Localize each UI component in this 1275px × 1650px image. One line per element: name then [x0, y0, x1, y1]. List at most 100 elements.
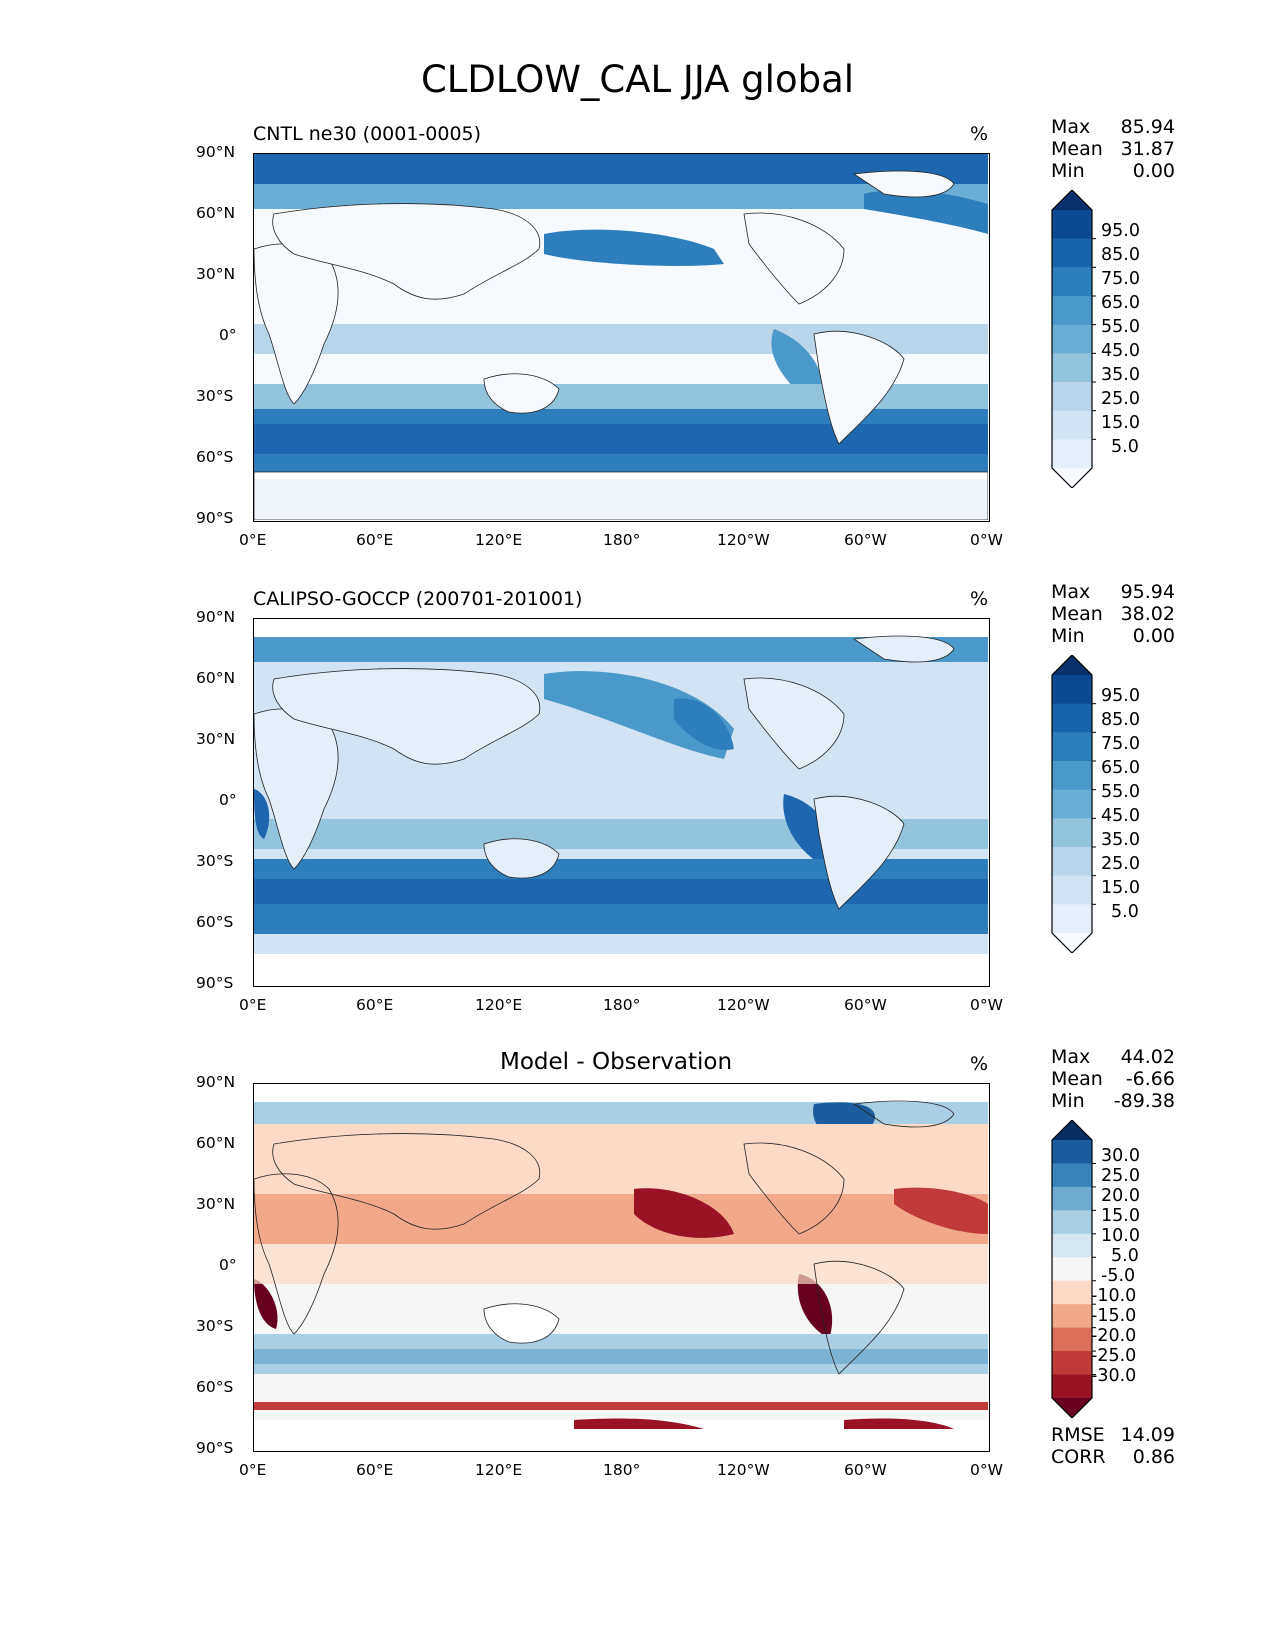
stat-label: Mean — [1051, 603, 1103, 625]
colorbar-segment — [1052, 353, 1092, 383]
colorbar-tick-label: 25.0 — [1101, 1166, 1140, 1186]
lat-tick: 30°S — [196, 387, 234, 405]
stat-label: CORR — [1051, 1446, 1106, 1468]
lat-tick: 30°S — [196, 852, 234, 870]
stats-box: Max 44.02 Mean -6.66 Min -89.38 — [1051, 1046, 1175, 1112]
units-label: % — [970, 123, 989, 145]
lat-tick: 0° — [219, 326, 237, 344]
stat-value: 38.02 — [1120, 603, 1175, 625]
colorbar-extend-min — [1052, 468, 1092, 488]
colorbar-segment — [1052, 1163, 1092, 1188]
colorbar-segment — [1052, 818, 1092, 848]
colorbar-tick-label: 65.0 — [1101, 758, 1140, 778]
map-panel-cntl — [253, 153, 990, 522]
colorbar-extend-min — [1052, 1398, 1092, 1418]
lon-tick: 0°W — [970, 531, 1003, 549]
colorbar-segment — [1052, 238, 1092, 268]
lat-tick: 90°N — [196, 608, 236, 626]
lat-tick: 90°N — [196, 1073, 236, 1091]
colorbar-segment — [1052, 675, 1092, 705]
units-label: % — [970, 1053, 989, 1075]
panel-title: CNTL ne30 (0001-0005) — [253, 123, 482, 145]
north-pacific-negative-bias — [634, 1188, 734, 1238]
stats-box: Max 85.94 Mean 31.87 Min 0.00 — [1051, 116, 1175, 182]
lon-tick: 120°W — [717, 531, 770, 549]
lon-tick: 120°E — [475, 996, 523, 1014]
lon-tick: 60°W — [844, 996, 887, 1014]
lon-tick: 180° — [603, 996, 641, 1014]
lat-tick: 0° — [219, 791, 237, 809]
colorbar-tick-label: 5.0 — [1111, 1246, 1139, 1266]
lat-tick: 90°S — [196, 509, 234, 527]
colorbar-tick-label: -25.0 — [1091, 1346, 1137, 1366]
north-pacific-cloud — [544, 229, 724, 266]
colorbar-segment — [1052, 1374, 1092, 1399]
stat-value: 14.09 — [1120, 1424, 1175, 1446]
lat-tick: 30°S — [196, 1317, 234, 1335]
continent-outlines — [254, 635, 955, 910]
colorbar-segment — [1052, 1257, 1092, 1282]
colorbar-segment — [1052, 382, 1092, 412]
colorbar-tick-label: 10.0 — [1101, 1226, 1140, 1246]
stat-label: Max — [1051, 116, 1091, 138]
colorbar-segment — [1052, 732, 1092, 762]
stat-label: Max — [1051, 1046, 1091, 1068]
lat-tick: 30°N — [196, 1195, 236, 1213]
panel-title: CALIPSO-GOCCP (200701-201001) — [253, 588, 583, 610]
colorbar-segment — [1052, 875, 1092, 905]
lon-tick: 60°W — [844, 1461, 887, 1479]
colorbar-segment — [1052, 789, 1092, 819]
colorbar-tick-label: 25.0 — [1101, 389, 1140, 409]
cloud-map-obs — [254, 619, 988, 985]
lon-tick: 0°E — [239, 996, 267, 1014]
colorbar-tick-label: 95.0 — [1101, 221, 1140, 241]
lat-tick: 60°N — [196, 204, 236, 222]
lon-tick: 120°W — [717, 1461, 770, 1479]
colorbar-segment — [1052, 410, 1092, 440]
error-stats-box: RMSE 14.09 CORR 0.86 — [1051, 1424, 1175, 1468]
lon-tick: 0°W — [970, 1461, 1003, 1479]
lat-tick: 90°S — [196, 974, 234, 992]
colorbar-segment — [1052, 1210, 1092, 1235]
continent-outlines — [254, 1100, 955, 1375]
lon-tick: 60°W — [844, 531, 887, 549]
colorbar-segment — [1052, 847, 1092, 877]
colorbar-tick-label: 35.0 — [1101, 365, 1140, 385]
colorbar-tick-label: 85.0 — [1101, 710, 1140, 730]
colorbar — [1051, 655, 1096, 953]
lon-tick: 60°E — [356, 1461, 394, 1479]
colorbar-segment — [1052, 324, 1092, 354]
colorbar-extend-max — [1052, 190, 1092, 210]
colorbar-segment — [1052, 1233, 1092, 1258]
lat-tick: 60°N — [196, 1134, 236, 1152]
lon-tick: 180° — [603, 531, 641, 549]
lon-tick: 120°E — [475, 1461, 523, 1479]
colorbar-segment — [1052, 1351, 1092, 1376]
southeast-atlantic-negative-bias — [254, 1279, 278, 1329]
colorbar-outline — [1051, 655, 1093, 953]
colorbar-tick-label: 15.0 — [1101, 1206, 1140, 1226]
colorbar-segment — [1052, 1327, 1092, 1352]
lat-tick: 90°N — [196, 143, 236, 161]
colorbar-segment — [1052, 439, 1092, 469]
north-pacific-cloud — [544, 671, 734, 759]
map-panel-diff — [253, 1083, 990, 1452]
colorbar-tick-label: 95.0 — [1101, 686, 1140, 706]
colorbar-outline — [1051, 190, 1093, 488]
colorbar-tick-label: -15.0 — [1091, 1306, 1137, 1326]
colorbar-segment — [1052, 904, 1092, 934]
colorbar-segment — [1052, 1140, 1092, 1164]
colorbar-tick-label: -30.0 — [1091, 1366, 1137, 1386]
stat-label: Mean — [1051, 138, 1103, 160]
colorbar-tick-label: 45.0 — [1101, 341, 1140, 361]
lat-tick: 30°N — [196, 265, 236, 283]
lon-tick: 0°W — [970, 996, 1003, 1014]
continent-outlines — [254, 170, 988, 520]
colorbar-tick-label: 15.0 — [1101, 413, 1140, 433]
stat-label: Min — [1051, 1090, 1085, 1112]
stat-value: 95.94 — [1120, 581, 1175, 603]
stat-value: -6.66 — [1125, 1068, 1175, 1090]
stat-value: 44.02 — [1120, 1046, 1175, 1068]
colorbar-segment — [1052, 267, 1092, 297]
stats-box: Max 95.94 Mean 38.02 Min 0.00 — [1051, 581, 1175, 647]
